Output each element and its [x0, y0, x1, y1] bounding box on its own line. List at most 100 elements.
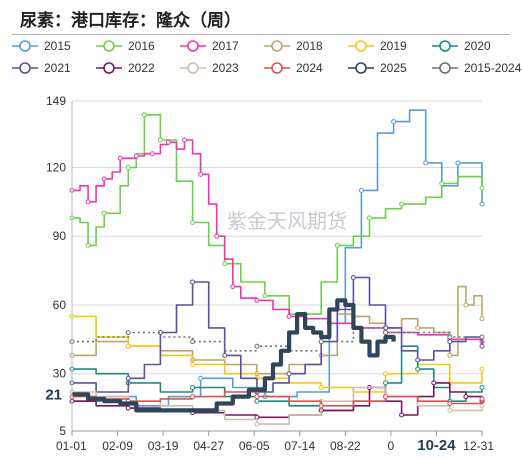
- series-line: [72, 391, 483, 407]
- legend-swatch-marker: [439, 62, 451, 74]
- legend-swatch-marker: [187, 62, 199, 74]
- data-point: [318, 339, 324, 345]
- data-point: [447, 334, 453, 340]
- legend-label: 2024: [296, 61, 323, 75]
- data-point: [463, 302, 469, 308]
- legend-item[interactable]: 2017: [180, 39, 239, 53]
- data-point: [190, 339, 196, 345]
- legend-swatch-marker: [439, 40, 451, 52]
- data-point: [125, 405, 131, 411]
- data-point: [383, 380, 389, 386]
- legend-item[interactable]: 2015: [12, 39, 71, 53]
- legend: 2015 2016 2017 2018 2019 2020 2021 2022 2023 2024…: [12, 39, 522, 75]
- chart-title: 尿素：港口库存：隆众（周）: [20, 11, 241, 31]
- data-point: [198, 375, 204, 381]
- data-point: [254, 421, 260, 427]
- y-tick-label: 120: [46, 160, 66, 174]
- data-point: [222, 352, 228, 358]
- watermark-text: 紫金天风期货: [227, 209, 347, 233]
- data-point: [447, 339, 453, 345]
- data-point: [101, 210, 107, 216]
- data-point: [479, 316, 485, 322]
- legend-item[interactable]: 2015-2024均值: [432, 60, 522, 75]
- data-point: [447, 352, 453, 358]
- data-point: [479, 343, 485, 349]
- series-2015-2024均值: [69, 327, 485, 352]
- legend-label: 2025: [380, 61, 407, 75]
- data-point: [254, 414, 260, 420]
- data-point: [190, 279, 196, 285]
- data-point: [431, 380, 437, 386]
- x-tick-label: 01-01: [56, 439, 87, 453]
- legend-item[interactable]: 2019: [348, 39, 407, 53]
- data-point: [101, 176, 107, 182]
- y-tick-label: 149: [46, 94, 66, 108]
- legend-label: 2018: [296, 39, 323, 53]
- legend-item[interactable]: 2024: [264, 61, 323, 75]
- data-point: [479, 403, 485, 409]
- legend-label: 2023: [212, 61, 239, 75]
- data-point: [125, 164, 131, 170]
- series-2023: [69, 386, 485, 427]
- data-point: [85, 242, 91, 248]
- data-point: [399, 201, 405, 207]
- series-line: [72, 139, 483, 342]
- data-point: [334, 242, 340, 248]
- data-point: [165, 139, 171, 145]
- series-line: [72, 298, 396, 413]
- legend-item[interactable]: 2018: [264, 39, 323, 53]
- data-point: [455, 160, 461, 166]
- legend-item[interactable]: 2025: [348, 61, 407, 75]
- data-point: [383, 394, 389, 400]
- legend-swatch-marker: [19, 62, 31, 74]
- x-tick-label: 0: [388, 439, 395, 453]
- legend-label: 2017: [212, 39, 239, 53]
- legend-label: 2015-2024均值: [464, 60, 522, 75]
- data-point: [214, 233, 220, 239]
- data-point: [190, 384, 196, 390]
- data-point: [447, 401, 453, 406]
- series-2019: [69, 313, 485, 393]
- legend-item[interactable]: 2022: [96, 61, 155, 75]
- legend-label: 2022: [128, 61, 155, 75]
- legend-item[interactable]: 2021: [12, 61, 71, 75]
- data-point: [85, 199, 91, 205]
- legend-item[interactable]: 2020: [432, 39, 491, 53]
- legend-item[interactable]: 2016: [96, 39, 155, 53]
- data-point: [479, 384, 485, 390]
- data-point: [141, 112, 147, 118]
- data-point: [254, 398, 260, 404]
- data-point: [447, 407, 453, 413]
- legend-item[interactable]: 2023: [180, 61, 239, 75]
- legend-label: 2021: [44, 61, 71, 75]
- legend-swatch-marker: [271, 40, 283, 52]
- series-2022: [69, 380, 485, 420]
- legend-label: 2016: [128, 39, 155, 53]
- data-point: [133, 153, 139, 159]
- latest-value-callout: 21: [45, 386, 62, 403]
- data-point: [117, 155, 123, 161]
- legend-swatch-marker: [103, 62, 115, 74]
- x-tick-label: 02-09: [102, 439, 133, 453]
- series-layer: [69, 109, 485, 427]
- data-point: [383, 371, 389, 377]
- legend-swatch-marker: [355, 62, 367, 74]
- x-tick-label: 08-22: [330, 439, 361, 453]
- x-tick-label: 04-27: [193, 439, 224, 453]
- data-point: [479, 366, 485, 372]
- data-point: [125, 375, 131, 381]
- data-point: [190, 394, 196, 400]
- y-tick-label: 5: [59, 424, 66, 438]
- data-point: [358, 187, 364, 193]
- data-point: [262, 293, 268, 299]
- series-line: [72, 382, 483, 419]
- data-point: [318, 403, 324, 409]
- series-2021: [69, 274, 485, 395]
- data-point: [254, 343, 260, 349]
- data-point: [479, 185, 485, 191]
- legend-swatch-marker: [187, 40, 199, 52]
- legend-swatch-marker: [19, 40, 31, 52]
- data-point: [254, 297, 260, 303]
